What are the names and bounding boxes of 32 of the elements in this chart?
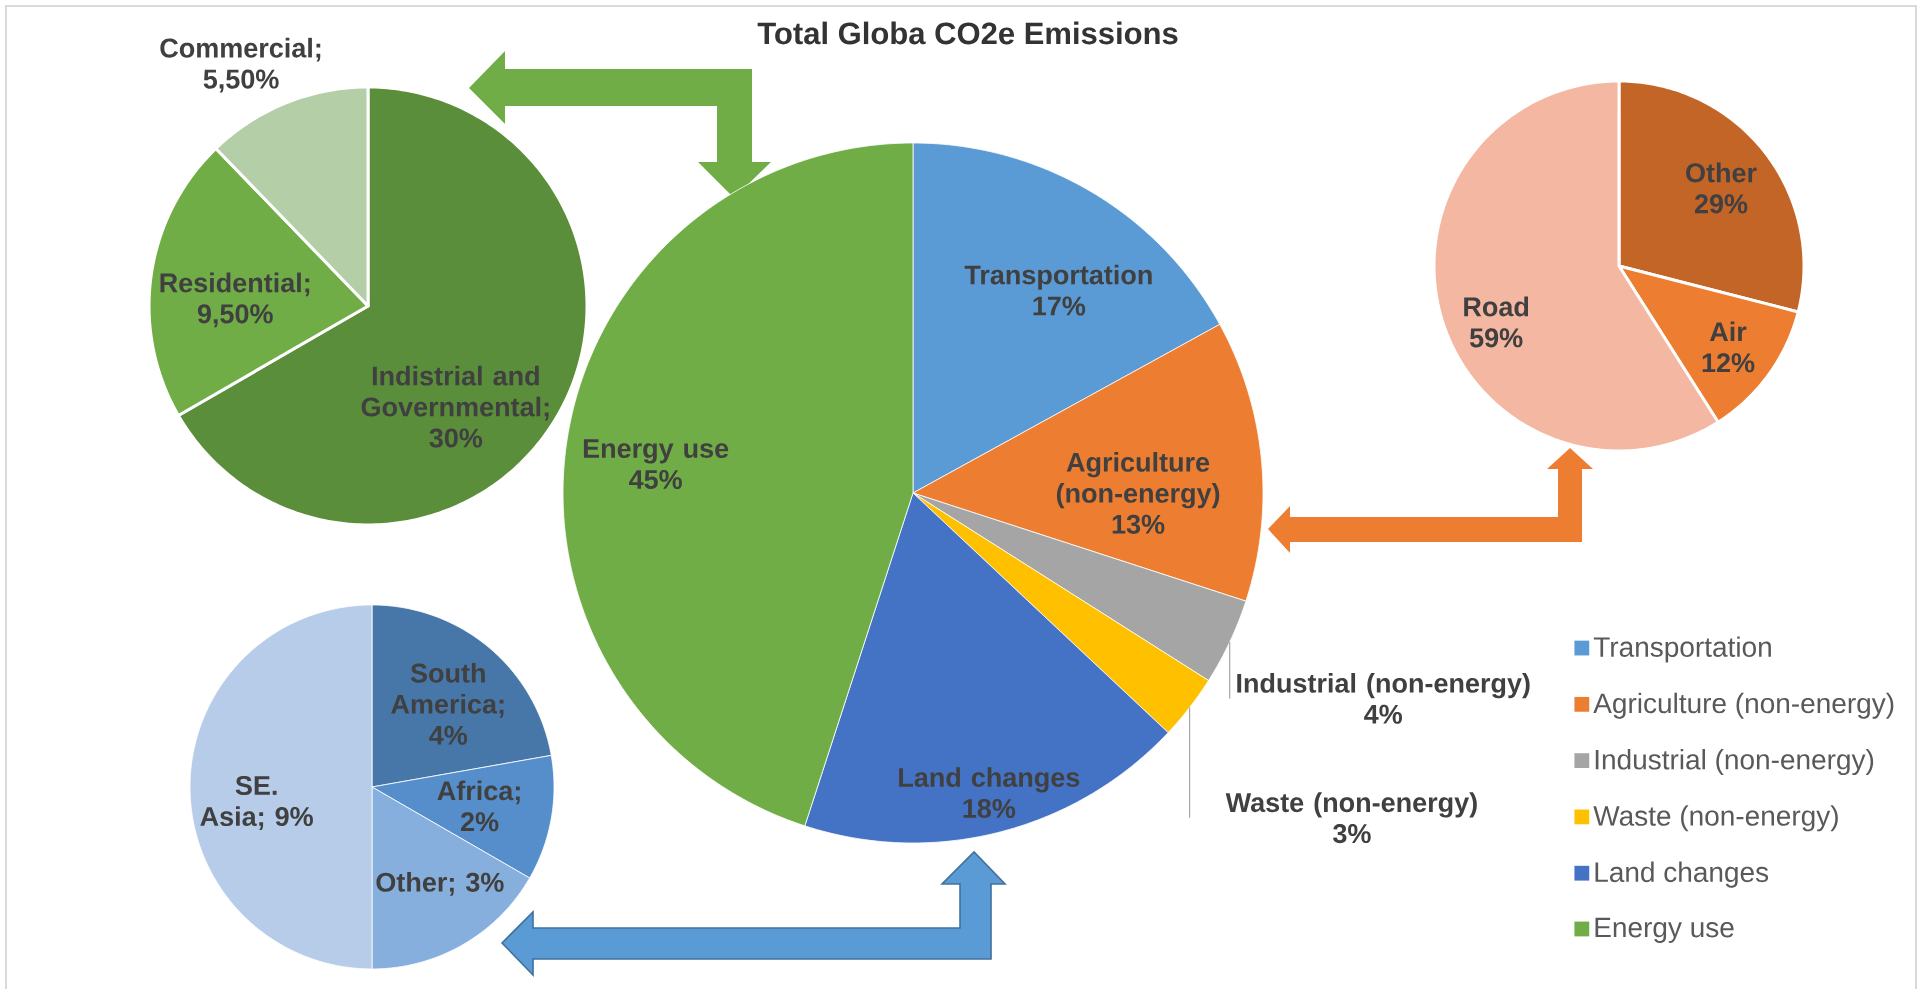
slice-label: Transportation xyxy=(964,264,1152,290)
data-label: Residential; 9,50% xyxy=(160,272,310,328)
data-label: 4% xyxy=(1364,704,1403,724)
legend-label: Industrial (non-energy) xyxy=(1595,748,1874,776)
legend-label: Waste (non-energy) xyxy=(1593,805,1838,832)
data-label: Africa; 2% xyxy=(437,780,520,832)
data-label: 13% xyxy=(1112,514,1165,534)
chart-title: Total Globa CO2e Emissions xyxy=(757,21,1178,45)
data-label: Indistrial and Governmental; 30% xyxy=(361,365,549,448)
data-label: SE. Asia; 9% xyxy=(200,775,313,831)
legend-label: Land changes xyxy=(1595,861,1769,888)
data-label: 18% xyxy=(963,798,1016,818)
legend-label: Transportation xyxy=(1593,636,1771,663)
data-label: 45% xyxy=(629,469,682,490)
slice-label: Air xyxy=(1709,321,1747,342)
legend-label: Energy use xyxy=(1595,917,1734,943)
slice-label: Industrial (non-energy) xyxy=(1237,673,1530,699)
data-label: Other; 3% xyxy=(376,872,504,896)
slice-label: Energy use xyxy=(583,439,729,464)
legend-label: Agriculture (non-energy) xyxy=(1593,692,1894,719)
slice-label: Road xyxy=(1464,296,1529,317)
data-label: 3% xyxy=(1333,824,1371,844)
data-label: Commercial; 5,50% xyxy=(160,37,321,93)
slice-label: Land changes xyxy=(899,767,1080,793)
data-label: 12% xyxy=(1702,353,1755,373)
slice-label: Agriculture (non-energy) xyxy=(1056,452,1220,509)
data-label: South America; 4% xyxy=(391,662,504,745)
slice-label: Waste (non-energy) xyxy=(1225,792,1477,818)
data-label: 29% xyxy=(1694,194,1748,214)
data-label: 17% xyxy=(1033,296,1086,316)
data-label: 59% xyxy=(1469,328,1523,348)
slice-label: Other xyxy=(1686,162,1757,183)
